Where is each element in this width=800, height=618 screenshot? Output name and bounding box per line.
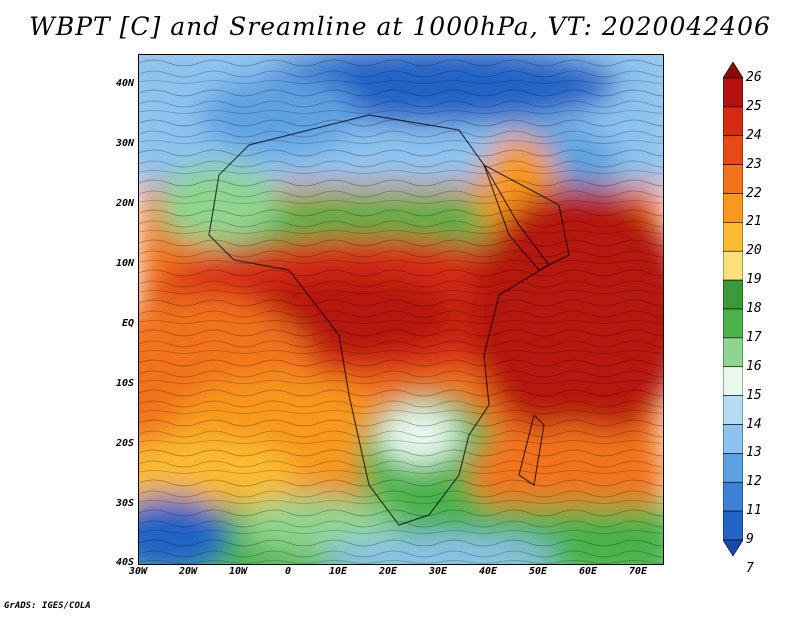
colorbar-top-arrow [722,61,744,79]
lon-label: 20W [178,566,198,577]
lat-label: 30N [115,138,134,149]
colorbar-label: 16 [746,358,762,374]
lon-label: 30E [428,566,448,577]
lon-label: 0 [284,566,292,577]
colorbar-label: 23 [746,156,762,172]
colorbar-segment [722,481,744,512]
colorbar-label: 9 [746,532,754,547]
lat-label: 40S [115,557,134,568]
coastline-arabia [482,163,570,271]
colorbar-segment [722,337,744,368]
streamline-overlay [139,55,663,564]
colorbar-bottom-arrow [722,539,744,557]
lon-label: 10E [328,566,348,577]
colorbar-segment [722,453,744,483]
colorbar-label: 22 [746,185,762,201]
colorbar-label: 19 [746,272,762,288]
lat-label: 20N [115,198,134,209]
colorbar-label: 25 [746,98,762,114]
colorbar-label: 26 [746,70,762,85]
colorbar-label: 12 [746,474,762,490]
lon-label: 60E [578,566,598,577]
colorbar-segment [722,222,744,252]
colorbar-label: 13 [746,445,762,461]
lat-label: 20S [115,438,134,449]
colorbar-label: 24 [746,127,762,143]
colorbar-label: 15 [746,387,762,403]
lat-label: EQ [121,318,134,329]
lat-label: 10N [115,258,134,269]
colorbar-label: 18 [746,301,762,316]
colorbar-segment [722,308,744,339]
colorbar-segment [722,135,744,165]
coastline-africa [208,114,550,526]
colorbar-segment [722,510,744,541]
colorbar-label: 21 [746,214,762,230]
colorbar [722,61,744,557]
lat-label: 10S [115,378,134,389]
colorbar-segment [722,395,744,425]
colorbar-label: 20 [746,243,762,259]
colorbar-label: 17 [746,329,762,345]
lon-label: 50E [528,566,548,577]
credit-text: GrADS: IGES/COLA [4,601,91,611]
colorbar-label: 14 [746,416,762,432]
lon-label: 40E [478,566,498,577]
lon-label: 70E [628,566,648,577]
lat-label: 40N [115,78,134,89]
colorbar-segment [722,77,744,108]
lon-label: 20E [378,566,398,577]
colorbar-segment [722,279,744,310]
weather-map [138,54,664,565]
colorbar-segment [722,424,744,454]
lon-label: 30W [128,566,148,577]
lon-label: 10W [228,566,248,577]
lat-label: 30S [115,498,134,509]
map-title: WBPT [C] and Sreamline at 1000hPa, VT: 2… [29,12,771,41]
colorbar-segment [722,366,744,396]
colorbar-segment [722,193,744,223]
colorbar-label: 11 [746,503,762,519]
colorbar-segment [722,164,744,194]
colorbar-segment [722,106,744,137]
colorbar-label: 7 [746,560,754,576]
colorbar-segment [722,250,744,281]
coastline-madagascar [518,413,545,487]
